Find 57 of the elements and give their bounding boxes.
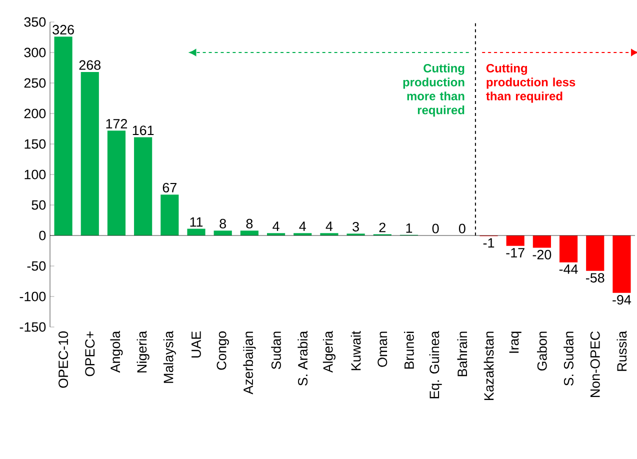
x-tick-label: Nigeria bbox=[136, 330, 150, 372]
x-tick-label: S. Arabia bbox=[298, 330, 308, 386]
data-label: 8 bbox=[220, 218, 226, 228]
x-tick-label: Gabon bbox=[536, 332, 547, 371]
data-label: 0 bbox=[458, 224, 466, 234]
x-tick-label: Congo bbox=[216, 331, 229, 370]
x-tick-label: Bahrain bbox=[457, 332, 468, 376]
data-label: 2 bbox=[379, 222, 386, 232]
x-tick-label: OPEC+ bbox=[85, 332, 95, 376]
x-tick-label: S. Sudan bbox=[564, 332, 574, 386]
data-label: 268 bbox=[79, 60, 101, 70]
y-tick-label: 200 bbox=[24, 108, 46, 118]
data-label: 172 bbox=[106, 119, 128, 128]
x-tick-label: Non-OPEC bbox=[590, 331, 600, 398]
data-label: 4 bbox=[299, 222, 306, 231]
y-tick-label: 150 bbox=[24, 139, 46, 149]
data-label: 8 bbox=[246, 218, 253, 228]
x-tick-label: Brunei bbox=[404, 332, 414, 369]
data-label: -58 bbox=[586, 273, 604, 283]
y-tick-label: -150 bbox=[20, 322, 46, 332]
x-tick-label: Eq. Guinea bbox=[429, 330, 442, 398]
y-tick-label: 0 bbox=[39, 230, 46, 240]
x-tick-label: UAE bbox=[192, 331, 201, 358]
x-tick-label: Algeria bbox=[322, 330, 336, 373]
data-label: 0 bbox=[432, 224, 439, 234]
x-tick-label: Oman bbox=[378, 332, 388, 367]
y-tick-label: 250 bbox=[24, 78, 46, 88]
y-tick-label: 100 bbox=[24, 170, 46, 180]
annotation: Cutting production more than required bbox=[403, 64, 464, 117]
x-tick-label: Iraq bbox=[509, 332, 522, 353]
data-label: -1 bbox=[483, 238, 494, 248]
data-label: 67 bbox=[162, 182, 176, 192]
y-tick-label: -50 bbox=[27, 261, 46, 271]
x-tick-label: Kazakhstan bbox=[484, 332, 494, 400]
data-label: 1 bbox=[406, 223, 412, 233]
y-tick-label: 300 bbox=[24, 48, 46, 58]
x-tick-label: Angola bbox=[110, 330, 123, 373]
x-tick-label: Azerbaijan bbox=[243, 332, 256, 394]
data-label: 326 bbox=[52, 24, 74, 34]
data-label: -94 bbox=[612, 295, 632, 305]
data-label: -44 bbox=[559, 264, 578, 274]
x-tick-label: OPEC-10 bbox=[58, 331, 68, 388]
data-label: 3 bbox=[352, 222, 359, 232]
y-tick-label: 350 bbox=[24, 17, 46, 27]
x-tick-label: Russia bbox=[616, 330, 627, 371]
data-label: -17 bbox=[506, 248, 524, 258]
data-label: 4 bbox=[272, 222, 280, 231]
y-tick-label: -100 bbox=[20, 292, 46, 302]
data-label: 11 bbox=[190, 217, 203, 227]
data-label: 161 bbox=[132, 126, 154, 136]
x-tick-label: Kuwait bbox=[350, 330, 361, 370]
x-tick-label: Sudan bbox=[271, 332, 281, 370]
y-tick-label: 50 bbox=[32, 200, 46, 210]
x-tick-label: Malaysia bbox=[163, 330, 176, 383]
data-label: 4 bbox=[326, 222, 333, 231]
annotation: Cutting production less than required bbox=[486, 64, 576, 103]
data-label: -20 bbox=[532, 250, 552, 260]
